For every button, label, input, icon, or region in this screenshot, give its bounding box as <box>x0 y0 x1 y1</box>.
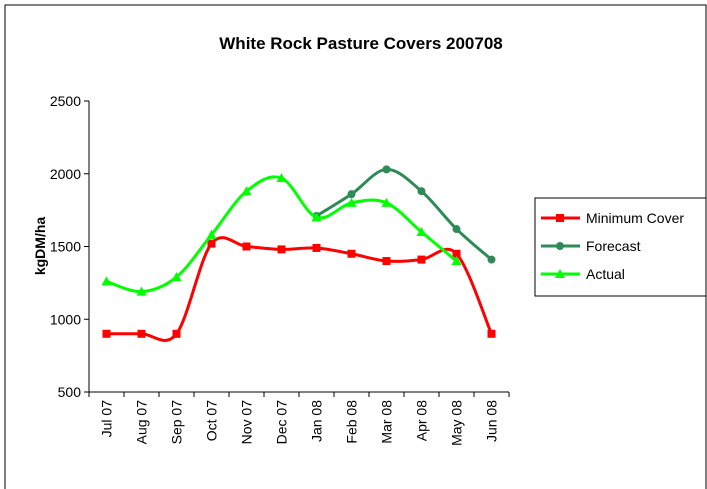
data-point <box>241 186 252 196</box>
data-point <box>311 212 322 222</box>
x-tick-label: Oct 07 <box>204 400 220 441</box>
y-tick-label: 1500 <box>50 239 81 255</box>
x-tick-label: Jun 08 <box>484 400 500 442</box>
data-point <box>207 239 216 248</box>
data-point <box>242 242 251 251</box>
x-tick-label: Dec 07 <box>274 400 290 445</box>
x-tick-label: Jul 07 <box>99 400 115 438</box>
data-point <box>417 187 426 196</box>
axes <box>84 100 510 397</box>
y-tick-label: 2000 <box>50 166 81 182</box>
x-tick-label: May 08 <box>449 400 465 446</box>
y-tick-label: 500 <box>58 384 82 400</box>
data-point <box>172 329 181 338</box>
x-tick-label: Jan 08 <box>309 400 325 442</box>
data-point <box>312 243 321 252</box>
data-point <box>382 257 391 266</box>
tick-labels: 500 1000 1500 2000 2500 Jul 07 Aug 07 Sep 07 Oct… <box>50 93 500 446</box>
series-minimum-cover <box>102 236 496 342</box>
legend-swatch-marker <box>555 269 565 278</box>
legend-item: Actual <box>541 266 625 282</box>
data-point <box>101 276 112 286</box>
legend-swatch-marker <box>556 214 564 222</box>
x-tick-label: Nov 07 <box>239 400 255 445</box>
y-tick-label: 1000 <box>50 311 81 327</box>
data-point <box>276 173 287 183</box>
data-point <box>171 272 182 282</box>
series-layer <box>101 165 496 342</box>
data-point <box>452 249 461 258</box>
x-tick-label: Sep 07 <box>169 400 185 445</box>
data-point <box>487 329 496 338</box>
data-point <box>451 256 462 266</box>
legend-label: Actual <box>586 266 625 282</box>
series-line <box>106 175 458 294</box>
series-line <box>106 236 493 342</box>
data-point <box>416 226 427 236</box>
data-point <box>417 255 426 264</box>
legend-item: Forecast <box>541 238 641 254</box>
data-point <box>277 245 286 254</box>
data-point <box>346 197 357 207</box>
legend: Minimum Cover Forecast Actual <box>534 197 707 297</box>
data-point <box>381 197 392 207</box>
legend-label: Minimum Cover <box>586 210 684 226</box>
data-point <box>137 329 146 338</box>
legend-label: Forecast <box>586 238 641 254</box>
data-point <box>382 165 391 174</box>
data-point <box>347 249 356 258</box>
data-point <box>347 190 356 199</box>
legend-swatch-marker <box>556 242 564 250</box>
x-tick-label: Apr 08 <box>414 400 430 441</box>
series-actual <box>101 173 462 296</box>
chart-title: White Rock Pasture Covers 200708 <box>219 34 502 53</box>
legend-item: Minimum Cover <box>541 210 684 226</box>
x-tick-label: Aug 07 <box>134 400 150 445</box>
data-point <box>487 255 496 264</box>
data-point <box>136 286 147 296</box>
y-axis-label: kgDM/ha <box>32 217 48 276</box>
x-tick-label: Feb 08 <box>344 400 360 444</box>
data-point <box>102 329 111 338</box>
x-tick-label: Mar 08 <box>379 400 395 444</box>
y-tick-label: 2500 <box>50 93 81 109</box>
data-point <box>206 229 217 239</box>
data-point <box>452 225 461 234</box>
